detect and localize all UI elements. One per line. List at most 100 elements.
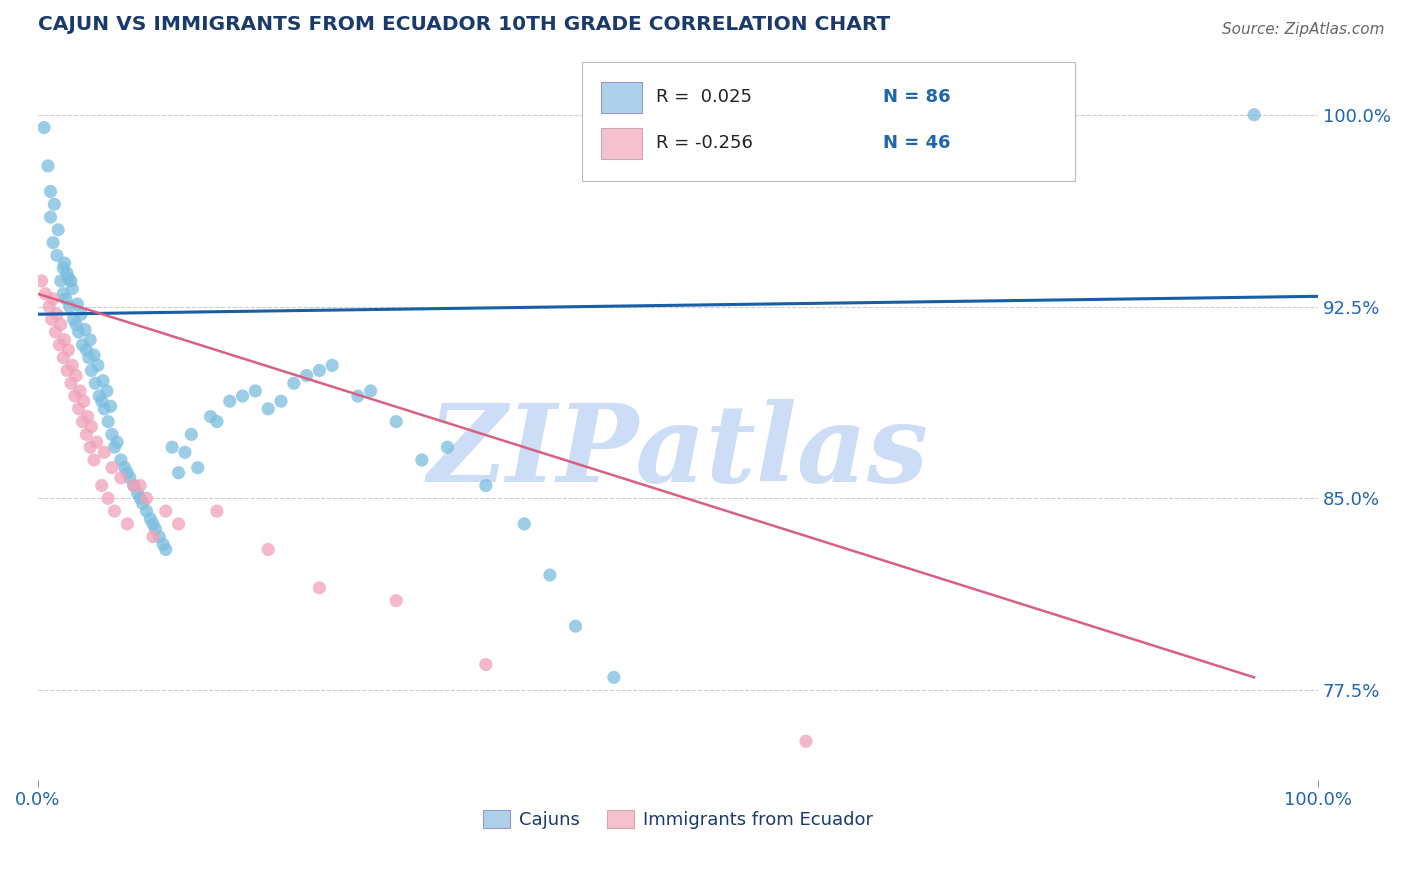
Point bbox=[152, 537, 174, 551]
Point bbox=[155, 542, 177, 557]
Point bbox=[90, 394, 112, 409]
Text: ZIPatlas: ZIPatlas bbox=[427, 399, 928, 505]
Point bbox=[411, 453, 433, 467]
Point bbox=[127, 486, 149, 500]
FancyBboxPatch shape bbox=[602, 82, 643, 112]
Point bbox=[97, 491, 120, 506]
Point bbox=[39, 210, 62, 224]
Point bbox=[135, 504, 157, 518]
Point bbox=[91, 374, 114, 388]
Point bbox=[295, 368, 318, 383]
Point bbox=[52, 351, 75, 365]
Point bbox=[101, 460, 124, 475]
Point bbox=[308, 581, 330, 595]
Point bbox=[321, 359, 343, 373]
Point bbox=[122, 478, 145, 492]
Point bbox=[129, 491, 152, 506]
Point bbox=[101, 427, 124, 442]
Point bbox=[148, 530, 170, 544]
Point bbox=[603, 670, 626, 684]
FancyBboxPatch shape bbox=[582, 62, 1074, 180]
Legend: Cajuns, Immigrants from Ecuador: Cajuns, Immigrants from Ecuador bbox=[475, 803, 880, 836]
Point bbox=[56, 363, 79, 377]
Point bbox=[205, 415, 228, 429]
Point bbox=[80, 419, 103, 434]
Point bbox=[245, 384, 267, 398]
Point bbox=[62, 312, 84, 326]
Point bbox=[79, 440, 101, 454]
Point bbox=[49, 318, 72, 332]
Point bbox=[103, 440, 125, 454]
Point bbox=[60, 359, 83, 373]
Point bbox=[59, 274, 82, 288]
Point bbox=[42, 292, 65, 306]
Point bbox=[794, 734, 817, 748]
Point bbox=[257, 401, 280, 416]
Text: CAJUN VS IMMIGRANTS FROM ECUADOR 10TH GRADE CORRELATION CHART: CAJUN VS IMMIGRANTS FROM ECUADOR 10TH GR… bbox=[38, 15, 890, 34]
Point bbox=[105, 435, 128, 450]
Point bbox=[385, 593, 408, 607]
Point bbox=[58, 343, 80, 357]
Point bbox=[46, 223, 69, 237]
Point bbox=[45, 325, 67, 339]
Point bbox=[564, 619, 586, 633]
Point bbox=[72, 415, 94, 429]
Point bbox=[97, 415, 120, 429]
Point bbox=[114, 460, 136, 475]
Point bbox=[48, 338, 70, 352]
Point bbox=[155, 504, 177, 518]
Point bbox=[122, 478, 145, 492]
Point bbox=[31, 274, 53, 288]
Point bbox=[118, 471, 141, 485]
Point bbox=[205, 504, 228, 518]
Point bbox=[385, 415, 408, 429]
Point bbox=[135, 491, 157, 506]
Point bbox=[56, 266, 79, 280]
Point bbox=[167, 466, 190, 480]
Point bbox=[180, 427, 202, 442]
Point bbox=[77, 351, 100, 365]
Point bbox=[32, 120, 55, 135]
Point bbox=[55, 292, 77, 306]
Point bbox=[75, 322, 97, 336]
Point bbox=[110, 453, 132, 467]
Point bbox=[45, 248, 67, 262]
Point bbox=[145, 522, 167, 536]
Point bbox=[67, 401, 90, 416]
Point bbox=[436, 440, 458, 454]
Point bbox=[93, 401, 115, 416]
Point bbox=[308, 363, 330, 377]
Point bbox=[75, 427, 97, 442]
Point bbox=[142, 516, 165, 531]
Point bbox=[142, 530, 165, 544]
Point bbox=[100, 399, 122, 413]
Point bbox=[52, 261, 75, 276]
Point bbox=[53, 256, 76, 270]
Point bbox=[52, 286, 75, 301]
Text: N = 86: N = 86 bbox=[883, 87, 950, 106]
Point bbox=[70, 307, 93, 321]
Point bbox=[84, 376, 107, 391]
Point bbox=[96, 384, 118, 398]
Text: N = 46: N = 46 bbox=[883, 134, 950, 152]
Point bbox=[93, 445, 115, 459]
Point bbox=[39, 185, 62, 199]
Point bbox=[59, 300, 82, 314]
Point bbox=[129, 478, 152, 492]
Point bbox=[41, 312, 63, 326]
Point bbox=[76, 409, 98, 424]
Point bbox=[346, 389, 368, 403]
Point bbox=[174, 445, 197, 459]
Point bbox=[80, 363, 103, 377]
Point bbox=[65, 318, 87, 332]
Point bbox=[232, 389, 254, 403]
Point bbox=[117, 466, 139, 480]
Point bbox=[1243, 108, 1265, 122]
Point bbox=[89, 389, 111, 403]
FancyBboxPatch shape bbox=[602, 128, 643, 159]
Point bbox=[257, 542, 280, 557]
Point bbox=[167, 516, 190, 531]
Point bbox=[63, 389, 86, 403]
Point bbox=[86, 435, 108, 450]
Point bbox=[65, 368, 87, 383]
